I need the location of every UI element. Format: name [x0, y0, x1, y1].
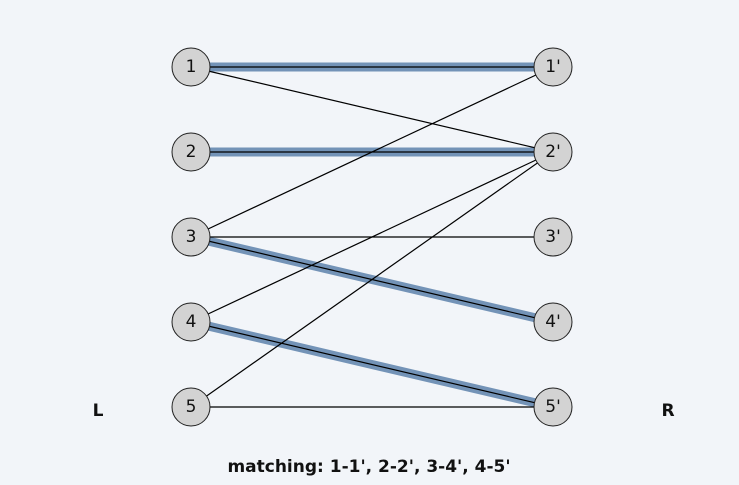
left-node-circle: [171, 47, 211, 87]
left-node-circle: [171, 132, 211, 172]
right-node-label: 3': [545, 227, 561, 247]
left-node-circle: [171, 387, 211, 427]
left-node-3: 3: [171, 217, 211, 257]
right-node-2p: 2': [533, 132, 573, 172]
left-side-label: L: [93, 401, 104, 421]
edge-3-1p: [190, 66, 554, 238]
right-node-circle: [533, 47, 573, 87]
right-node-circle: [533, 302, 573, 342]
left-node-2: 2: [171, 132, 211, 172]
left-node-circle: [171, 302, 211, 342]
left-node-label: 2: [186, 142, 197, 162]
right-node-label: 5': [545, 397, 561, 417]
left-node-1: 1: [171, 47, 211, 87]
left-node-label: 1: [186, 57, 197, 77]
left-node-label: 3: [186, 227, 197, 247]
matching-caption: matching: 1-1', 2-2', 3-4', 4-5': [227, 457, 510, 477]
right-node-label: 4': [545, 312, 561, 332]
left-node-label: 4: [186, 312, 197, 332]
edge-4-2p: [190, 151, 554, 323]
left-node-circle: [171, 217, 211, 257]
edge-5-2p: [190, 151, 554, 408]
right-node-circle: [533, 387, 573, 427]
left-node-5: 5: [171, 387, 211, 427]
right-node-5p: 5': [533, 387, 573, 427]
right-node-4p: 4': [533, 302, 573, 342]
node-layer: 1 2 3 4 5 1' 2' 3' 4' 5': [171, 47, 573, 427]
right-node-3p: 3': [533, 217, 573, 257]
right-node-circle: [533, 132, 573, 172]
right-node-label: 1': [545, 57, 561, 77]
edge-layer: [190, 66, 554, 408]
edge-1-2p: [190, 66, 554, 153]
right-node-1p: 1': [533, 47, 573, 87]
left-node-label: 5: [186, 397, 197, 417]
edge-4-5p: [190, 321, 554, 408]
right-node-label: 2': [545, 142, 561, 162]
right-side-label: R: [661, 401, 674, 421]
right-node-circle: [533, 217, 573, 257]
left-node-4: 4: [171, 302, 211, 342]
